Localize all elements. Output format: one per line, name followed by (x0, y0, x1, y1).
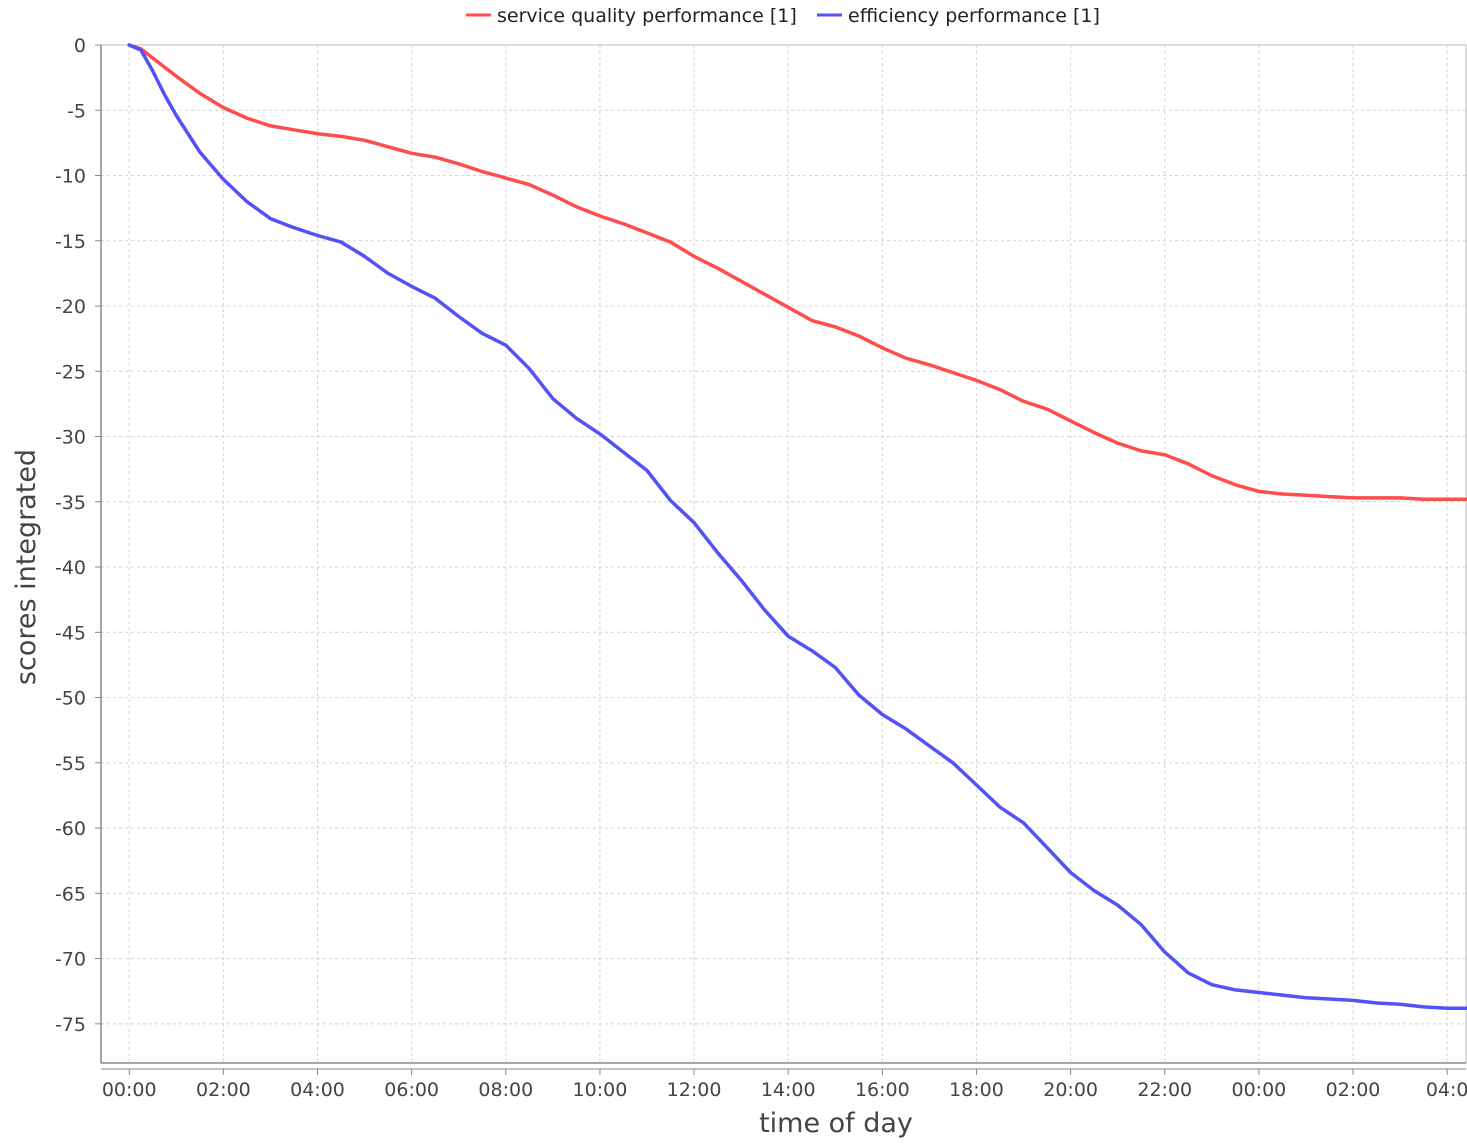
y-tick-label: -55 (55, 753, 86, 775)
legend-label-service-quality: service quality performance [1] (497, 5, 797, 27)
legend-label-efficiency: efficiency performance [1] (848, 5, 1100, 27)
x-tick-label: 14:00 (761, 1079, 816, 1101)
y-tick-label: -5 (67, 100, 86, 122)
y-tick-label: -15 (55, 231, 86, 253)
y-tick-label: -70 (55, 949, 86, 971)
x-tick-label: 02:00 (196, 1079, 251, 1101)
y-tick-label: -25 (55, 361, 86, 383)
x-tick-label: 00:00 (1232, 1079, 1287, 1101)
y-tick-label: -10 (55, 166, 86, 188)
y-tick-label: -75 (55, 1014, 86, 1036)
x-tick-label: 10:00 (573, 1079, 628, 1101)
x-tick-label: 00:00 (102, 1079, 157, 1101)
x-tick-label: 18:00 (949, 1079, 1004, 1101)
axis-ticks: 0 -5 -10 -15 -20 -25 -30 -35 -40 -45 -50 -55 -60 -65 -… (55, 35, 1467, 1101)
x-axis-title: time of day (759, 1108, 913, 1139)
y-axis-title: scores integrated (11, 449, 42, 685)
x-tick-label: 02:00 (1326, 1079, 1381, 1101)
y-tick-label: -40 (55, 557, 86, 579)
y-tick-label: -45 (55, 622, 86, 644)
x-tick-label: 04:00 (290, 1079, 345, 1101)
series-line-service-quality (127, 43, 1467, 501)
y-tick-label: -50 (55, 688, 86, 710)
series-lines (127, 43, 1467, 1010)
y-tick-label: -20 (55, 296, 86, 318)
grid (101, 44, 1466, 1063)
x-tick-label: 08:00 (478, 1079, 533, 1101)
x-tick-label: 12:00 (667, 1079, 722, 1101)
x-tick-label: 04:0 (1426, 1079, 1467, 1101)
x-tick-label: 16:00 (855, 1079, 910, 1101)
y-tick-label: -30 (55, 427, 86, 449)
y-tick-label: -60 (55, 818, 86, 840)
y-tick-label: -35 (55, 492, 86, 514)
y-tick-label: 0 (74, 35, 86, 57)
x-tick-label: 20:00 (1043, 1079, 1098, 1101)
x-tick-label: 06:00 (384, 1079, 439, 1101)
plot-area (100, 44, 1467, 1064)
series-line-efficiency (127, 43, 1467, 1010)
x-tick-label: 22:00 (1137, 1079, 1192, 1101)
y-tick-label: -65 (55, 883, 86, 905)
legend: service quality performance [1] efficien… (466, 5, 1100, 27)
